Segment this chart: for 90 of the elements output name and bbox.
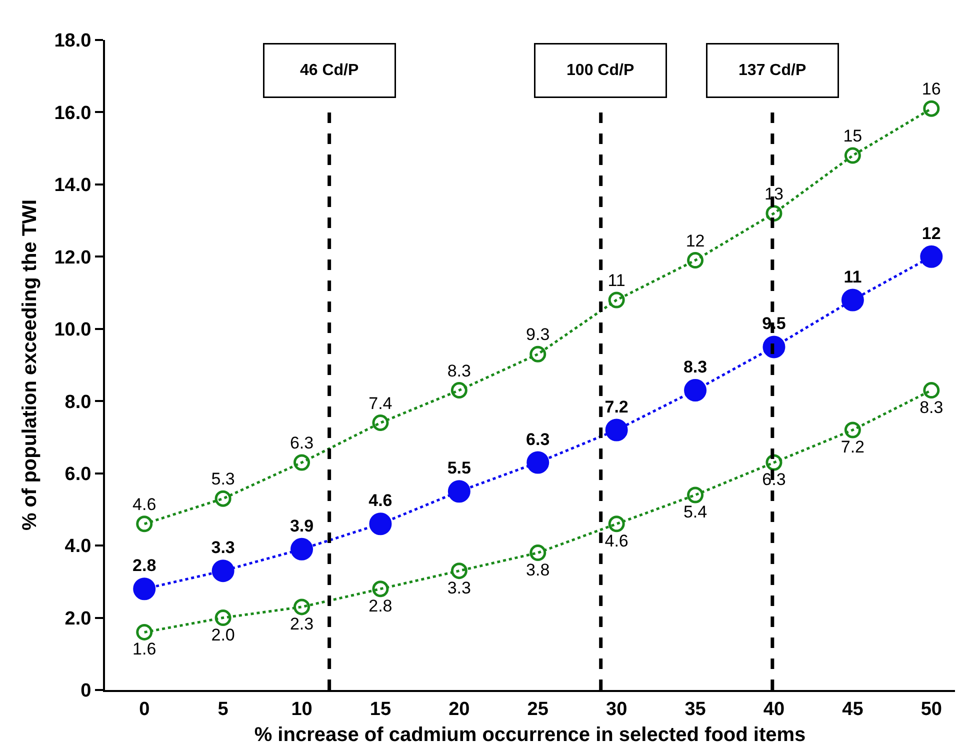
point	[294, 454, 310, 471]
x-tick-label: 45	[842, 698, 864, 720]
point	[214, 490, 232, 507]
data-label: 6.3	[290, 434, 314, 452]
point	[214, 610, 232, 626]
data-label: 2.3	[290, 614, 314, 634]
point	[530, 346, 546, 362]
y-tick-label: 14.0	[54, 175, 92, 196]
x-tick-label: 50	[920, 698, 942, 720]
data-label: 4.6	[604, 531, 628, 550]
point	[920, 245, 943, 268]
point	[448, 480, 470, 503]
data-label: 8.3	[683, 358, 708, 377]
y-tick-label: 12.0	[54, 247, 92, 268]
data-label: 1.6	[132, 640, 156, 659]
x-tick-label: 40	[763, 698, 785, 720]
point	[294, 598, 310, 616]
ref-line-label: 46 Cd/P	[300, 62, 360, 79]
data-label: 4.6	[368, 491, 392, 510]
data-label: 3.9	[290, 516, 314, 536]
y-tick-label: 0	[80, 680, 92, 702]
point	[766, 454, 782, 471]
data-label: 9.5	[762, 314, 786, 334]
y-tick-label: 18.0	[54, 30, 92, 52]
point	[684, 379, 707, 402]
data-label: 3.3	[447, 578, 471, 598]
data-label: 7.2	[840, 438, 865, 456]
point	[136, 516, 153, 532]
data-label: 15	[843, 126, 862, 146]
data-label: 8.3	[920, 398, 944, 417]
y-tick-label: 8.0	[64, 392, 92, 413]
data-label: 11	[608, 271, 626, 290]
y-tick-label: 4.0	[64, 536, 92, 558]
data-label: 7.4	[368, 394, 392, 413]
y-tick-label: 10.0	[54, 320, 92, 341]
point	[372, 414, 389, 432]
point	[526, 451, 550, 474]
data-label: 6.3	[526, 430, 550, 449]
x-tick-label: 15	[370, 698, 392, 720]
data-label: 5.4	[683, 502, 708, 522]
ref-line-label: 137 Cd/P	[738, 62, 806, 79]
x-tick-label: 20	[448, 698, 470, 720]
data-label: 2.8	[132, 556, 156, 576]
point	[450, 562, 468, 580]
x-tick-label: 35	[684, 698, 706, 720]
x-tick-label: 5	[218, 698, 229, 720]
data-label: 12	[686, 231, 705, 250]
ref-line-label: 100 Cd/P	[566, 62, 634, 79]
data-label: 13	[764, 184, 784, 204]
point	[923, 100, 940, 117]
data-label: 7.2	[604, 397, 628, 416]
y-axis-title: % of population exceeding the TWI	[19, 199, 42, 531]
data-label: 2.8	[368, 596, 392, 616]
point	[844, 422, 861, 438]
data-label: 5.5	[447, 458, 471, 478]
data-label: 3.8	[526, 560, 550, 580]
point	[369, 512, 392, 536]
point	[687, 252, 704, 269]
point	[608, 292, 625, 308]
x-tick-label: 25	[527, 698, 549, 720]
x-tick-label: 10	[291, 698, 312, 720]
data-label: 12	[922, 224, 941, 243]
point	[136, 624, 153, 640]
point	[372, 580, 389, 598]
data-label: 4.6	[132, 494, 156, 514]
point	[687, 486, 704, 504]
data-label: 8.3	[447, 361, 471, 380]
x-axis-title: % increase of cadmium occurrence in selected food items	[254, 724, 806, 746]
point	[290, 538, 314, 560]
x-tick-label: 0	[139, 698, 150, 720]
point	[212, 560, 234, 582]
point	[450, 382, 468, 399]
data-label: 16	[922, 80, 941, 99]
point	[923, 382, 940, 399]
point	[844, 147, 861, 164]
data-label: 2.0	[211, 625, 235, 644]
data-label: 9.3	[526, 325, 550, 344]
data-label: 3.3	[211, 538, 235, 558]
point	[133, 578, 156, 600]
y-tick-label: 2.0	[64, 608, 92, 630]
point	[605, 418, 628, 442]
data-label: 6.3	[762, 470, 786, 489]
point	[841, 288, 864, 312]
x-tick-label: 30	[606, 698, 628, 720]
y-tick-label: 6.0	[64, 464, 92, 485]
point	[530, 544, 546, 562]
data-label: 11	[844, 267, 862, 286]
y-tick-label: 16.0	[54, 102, 92, 124]
point	[608, 516, 625, 532]
data-label: 5.3	[211, 470, 235, 489]
